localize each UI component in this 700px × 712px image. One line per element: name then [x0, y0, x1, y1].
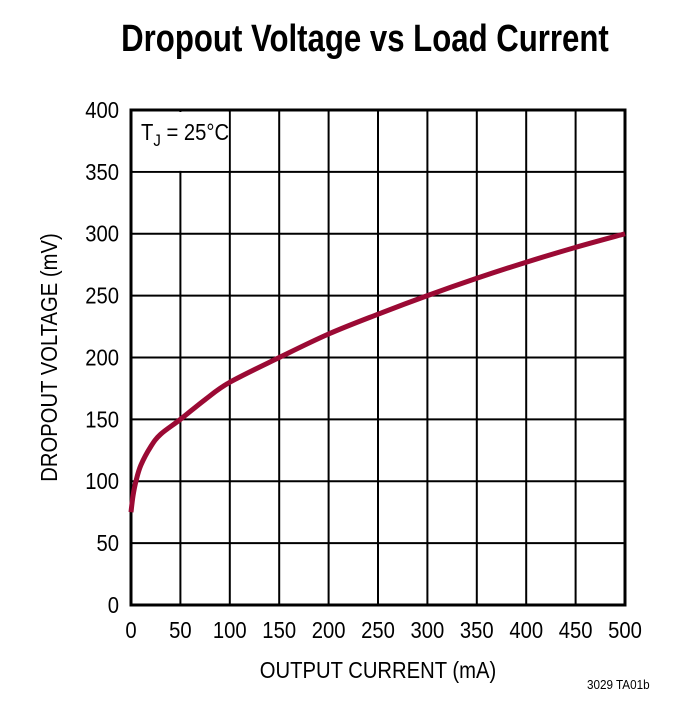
x-tick-label: 50	[169, 617, 192, 644]
x-tick-label: 0	[125, 617, 136, 644]
y-tick-label: 400	[85, 97, 119, 124]
annotation-label: TJ = 25°C	[141, 119, 229, 150]
y-tick-label: 350	[85, 159, 119, 186]
annotation-box	[133, 112, 229, 171]
x-tick-label: 300	[411, 617, 445, 644]
y-tick-label: 0	[108, 592, 119, 619]
x-tick-label: 200	[312, 617, 346, 644]
y-tick-label: 100	[85, 468, 119, 495]
plot-frame	[129, 108, 627, 607]
x-tick-label: 400	[509, 617, 543, 644]
x-tick-label: 150	[262, 617, 296, 644]
x-tick-label: 450	[559, 617, 593, 644]
x-tick-label: 500	[608, 617, 642, 644]
x-tick-label: 350	[460, 617, 494, 644]
y-tick-label: 200	[85, 344, 119, 371]
data-series-line	[128, 231, 626, 513]
y-tick-label: 250	[85, 282, 119, 309]
y-tick-label: 300	[85, 221, 119, 248]
chart-title: Dropout Voltage vs Load Current	[121, 18, 609, 60]
y-tick-label: 150	[85, 406, 119, 433]
y-tick-label: 50	[96, 530, 119, 557]
x-tick-label: 250	[361, 617, 395, 644]
y-axis-label: DROPOUT VOLTAGE (mV)	[36, 233, 63, 481]
figure-id: 3029 TA01b	[587, 677, 650, 692]
x-axis-label: OUTPUT CURRENT (mA)	[260, 657, 496, 684]
x-tick-label: 100	[213, 617, 247, 644]
